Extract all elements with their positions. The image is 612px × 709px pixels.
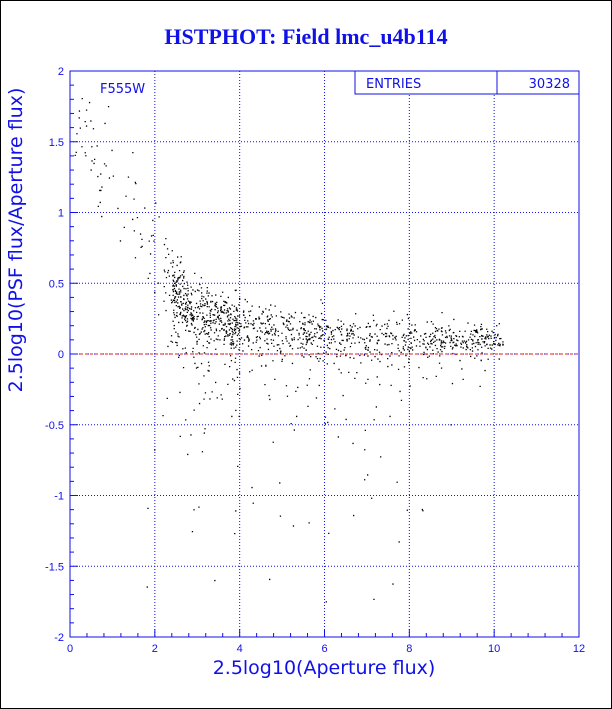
- x-axis-label: 2.5log10(Aperture flux): [213, 657, 436, 679]
- y-tick-label: 0.5: [49, 278, 64, 290]
- x-axis-ticks: 0 2 4 6 8 10 12: [67, 629, 585, 655]
- grid-lines: [70, 71, 579, 637]
- x-tick-label: 2: [152, 643, 158, 655]
- y-tick-label: 1: [58, 208, 64, 220]
- y-axis-ticks: -2 -1.5 -1 -0.5 0 0.5 1 1.5 2: [45, 66, 78, 644]
- stats-box-frame: [354, 70, 580, 95]
- x-tick-label: 10: [488, 643, 500, 655]
- x-tick-label: 0: [67, 643, 73, 655]
- y-tick-label: -2: [54, 632, 64, 644]
- y-tick-label: 0: [58, 349, 64, 361]
- y-tick-label: 2: [58, 66, 64, 78]
- y-axis-label: 2.5log10(PSF flux/Aperture flux): [5, 88, 27, 393]
- y-tick-label: -0.5: [45, 420, 64, 432]
- data-points: [74, 98, 504, 603]
- stats-box: ENTRIES 30328: [354, 70, 580, 95]
- x-tick-label: 12: [573, 643, 585, 655]
- x-tick-label: 6: [321, 643, 327, 655]
- entries-label: ENTRIES: [366, 77, 421, 92]
- data-point-cloud: [74, 98, 504, 603]
- x-tick-label: 8: [406, 643, 412, 655]
- x-tick-label: 4: [237, 643, 243, 655]
- chart-title: HSTPHOT: Field lmc_u4b114: [164, 24, 448, 49]
- filter-label: F555W: [100, 82, 145, 97]
- entries-value: 30328: [529, 77, 570, 92]
- y-tick-label: 1.5: [49, 137, 64, 149]
- y-tick-label: -1.5: [45, 561, 64, 573]
- y-tick-label: -1: [54, 491, 64, 503]
